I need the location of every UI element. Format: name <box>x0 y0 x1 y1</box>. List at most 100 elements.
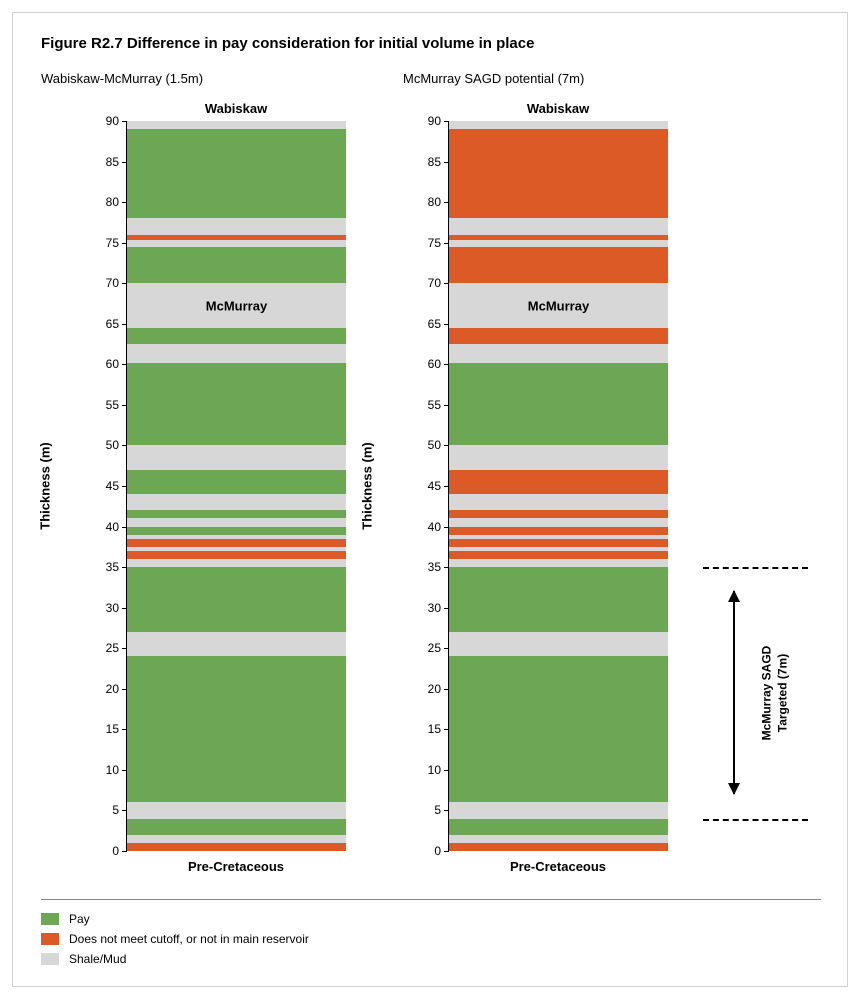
y-tick-label: 40 <box>428 520 441 534</box>
y-tick-label: 70 <box>428 276 441 290</box>
column-top-label: Wabiskaw <box>448 101 668 116</box>
y-tick-label: 50 <box>428 438 441 452</box>
plot-area: 051015202530354045505560657075808590McMu… <box>126 121 346 851</box>
lithology-band <box>127 445 346 469</box>
annotation-label: McMurray SAGDTargeted (7m) <box>759 645 790 740</box>
lithology-band <box>449 535 668 539</box>
lithology-band <box>449 632 668 656</box>
lithology-band <box>127 835 346 843</box>
formation-label: McMurray <box>127 298 346 313</box>
lithology-band <box>449 527 668 535</box>
y-tick-label: 5 <box>112 803 119 817</box>
lithology-band <box>449 843 668 851</box>
figure-frame: Figure R2.7 Difference in pay considerat… <box>12 12 848 987</box>
y-tick-label: 85 <box>106 155 119 169</box>
y-tick-label: 10 <box>106 763 119 777</box>
lithology-band <box>127 129 346 218</box>
legend-swatch <box>41 913 59 925</box>
lithology-band <box>449 539 668 547</box>
lithology-band <box>127 328 346 344</box>
lithology-band <box>449 510 668 518</box>
lithology-band <box>449 819 668 835</box>
lithology-band <box>449 559 668 567</box>
legend-item: Does not meet cutoff, or not in main res… <box>41 931 309 947</box>
formation-label: McMurray <box>449 298 668 313</box>
column-subtitle: McMurray SAGD potential (7m) <box>403 71 584 86</box>
y-tick <box>444 851 449 852</box>
y-tick-label: 15 <box>106 722 119 736</box>
legend: Pay Does not meet cutoff, or not in main … <box>41 911 309 971</box>
column-subtitle: Wabiskaw-McMurray (1.5m) <box>41 71 203 86</box>
stratigraphic-column: Thickness (m)051015202530354045505560657… <box>81 121 346 851</box>
y-tick-label: 0 <box>112 844 119 858</box>
lithology-band <box>127 494 346 510</box>
lithology-band <box>127 567 346 632</box>
legend-swatch <box>41 953 59 965</box>
annotation-zone: McMurray SAGDTargeted (7m) <box>703 121 843 851</box>
y-tick-label: 80 <box>428 195 441 209</box>
legend-label: Shale/Mud <box>69 952 126 966</box>
y-tick <box>122 851 127 852</box>
lithology-band <box>449 344 668 363</box>
lithology-band <box>127 518 346 526</box>
lithology-band <box>127 240 346 246</box>
lithology-band <box>449 235 668 241</box>
y-tick-label: 65 <box>428 317 441 331</box>
lithology-band <box>127 539 346 547</box>
lithology-band <box>449 547 668 551</box>
lithology-band <box>127 247 346 284</box>
y-tick-label: 70 <box>106 276 119 290</box>
lithology-band <box>127 235 346 241</box>
legend-item: Pay <box>41 911 309 927</box>
lithology-band <box>127 656 346 802</box>
arrow-head-icon <box>728 783 740 795</box>
y-tick-label: 80 <box>106 195 119 209</box>
lithology-band <box>449 802 668 818</box>
legend-label: Pay <box>69 912 90 926</box>
lithology-band <box>449 470 668 494</box>
lithology-band <box>449 494 668 510</box>
lithology-band <box>449 835 668 843</box>
y-tick-label: 30 <box>106 601 119 615</box>
y-tick-label: 75 <box>428 236 441 250</box>
legend-swatch <box>41 933 59 945</box>
arrow-head-icon <box>728 590 740 602</box>
annotation-dashed-line <box>703 819 808 821</box>
lithology-band <box>449 363 668 446</box>
y-axis-label: Thickness (m) <box>38 442 53 529</box>
legend-item: Shale/Mud <box>41 951 309 967</box>
lithology-band <box>449 240 668 246</box>
lithology-band <box>127 547 346 551</box>
lithology-band <box>127 559 346 567</box>
legend-divider <box>41 899 821 900</box>
y-tick-label: 90 <box>428 114 441 128</box>
annotation-dashed-line <box>703 567 808 569</box>
lithology-band <box>127 344 346 363</box>
y-tick-label: 60 <box>428 357 441 371</box>
column-top-label: Wabiskaw <box>126 101 346 116</box>
y-tick-label: 20 <box>106 682 119 696</box>
lithology-band <box>449 567 668 632</box>
lithology-band <box>127 551 346 559</box>
y-tick-label: 10 <box>428 763 441 777</box>
y-tick-label: 5 <box>434 803 441 817</box>
annotation-arrow <box>733 591 735 794</box>
lithology-band <box>449 328 668 344</box>
lithology-band <box>449 656 668 802</box>
y-tick-label: 45 <box>106 479 119 493</box>
y-tick-label: 55 <box>428 398 441 412</box>
y-tick-label: 45 <box>428 479 441 493</box>
legend-label: Does not meet cutoff, or not in main res… <box>69 932 309 946</box>
y-tick-label: 25 <box>106 641 119 655</box>
lithology-band <box>127 218 346 234</box>
lithology-band <box>449 247 668 284</box>
y-tick-label: 40 <box>106 520 119 534</box>
y-tick-label: 30 <box>428 601 441 615</box>
stratigraphic-column: Thickness (m)051015202530354045505560657… <box>403 121 668 851</box>
y-axis-label: Thickness (m) <box>360 442 375 529</box>
y-tick-label: 85 <box>428 155 441 169</box>
y-tick-label: 20 <box>428 682 441 696</box>
lithology-band <box>127 802 346 818</box>
y-tick-label: 35 <box>106 560 119 574</box>
y-tick-label: 75 <box>106 236 119 250</box>
